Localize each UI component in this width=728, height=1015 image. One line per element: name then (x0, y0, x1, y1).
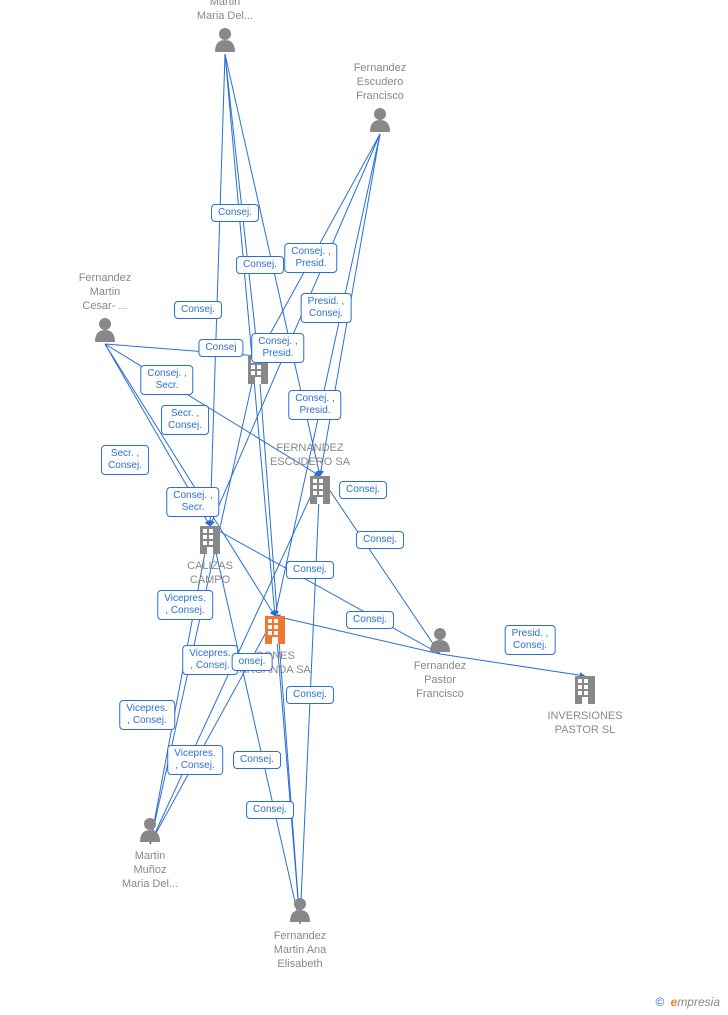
edge (105, 344, 258, 356)
edge (320, 134, 380, 476)
edge (105, 344, 210, 526)
footer-copyright: © empresia (655, 995, 720, 1009)
edge (225, 54, 320, 476)
person-icon[interactable] (95, 318, 115, 342)
edge (300, 476, 320, 924)
edge (150, 476, 320, 844)
company-icon[interactable] (310, 476, 330, 504)
edge (440, 654, 585, 676)
edge (210, 54, 225, 526)
edge (275, 616, 440, 654)
company-icon[interactable] (575, 676, 595, 704)
network-canvas (0, 0, 728, 1015)
company-icon[interactable] (200, 526, 220, 554)
copyright-symbol: © (655, 995, 664, 1009)
person-icon[interactable] (290, 898, 310, 922)
edge (225, 54, 258, 356)
edge (210, 526, 440, 654)
person-icon[interactable] (370, 108, 390, 132)
person-icon[interactable] (215, 28, 235, 52)
edge (275, 134, 380, 616)
edge (210, 134, 380, 526)
person-icon[interactable] (430, 628, 450, 652)
company-icon[interactable] (248, 356, 268, 384)
edge (105, 344, 275, 616)
brand-rest: mpresia (677, 995, 720, 1009)
edge (150, 526, 210, 844)
edge (258, 134, 380, 356)
company-icon[interactable] (265, 616, 285, 644)
edge (225, 54, 275, 616)
edge (210, 526, 300, 924)
edge (150, 356, 258, 844)
edge (320, 476, 440, 654)
